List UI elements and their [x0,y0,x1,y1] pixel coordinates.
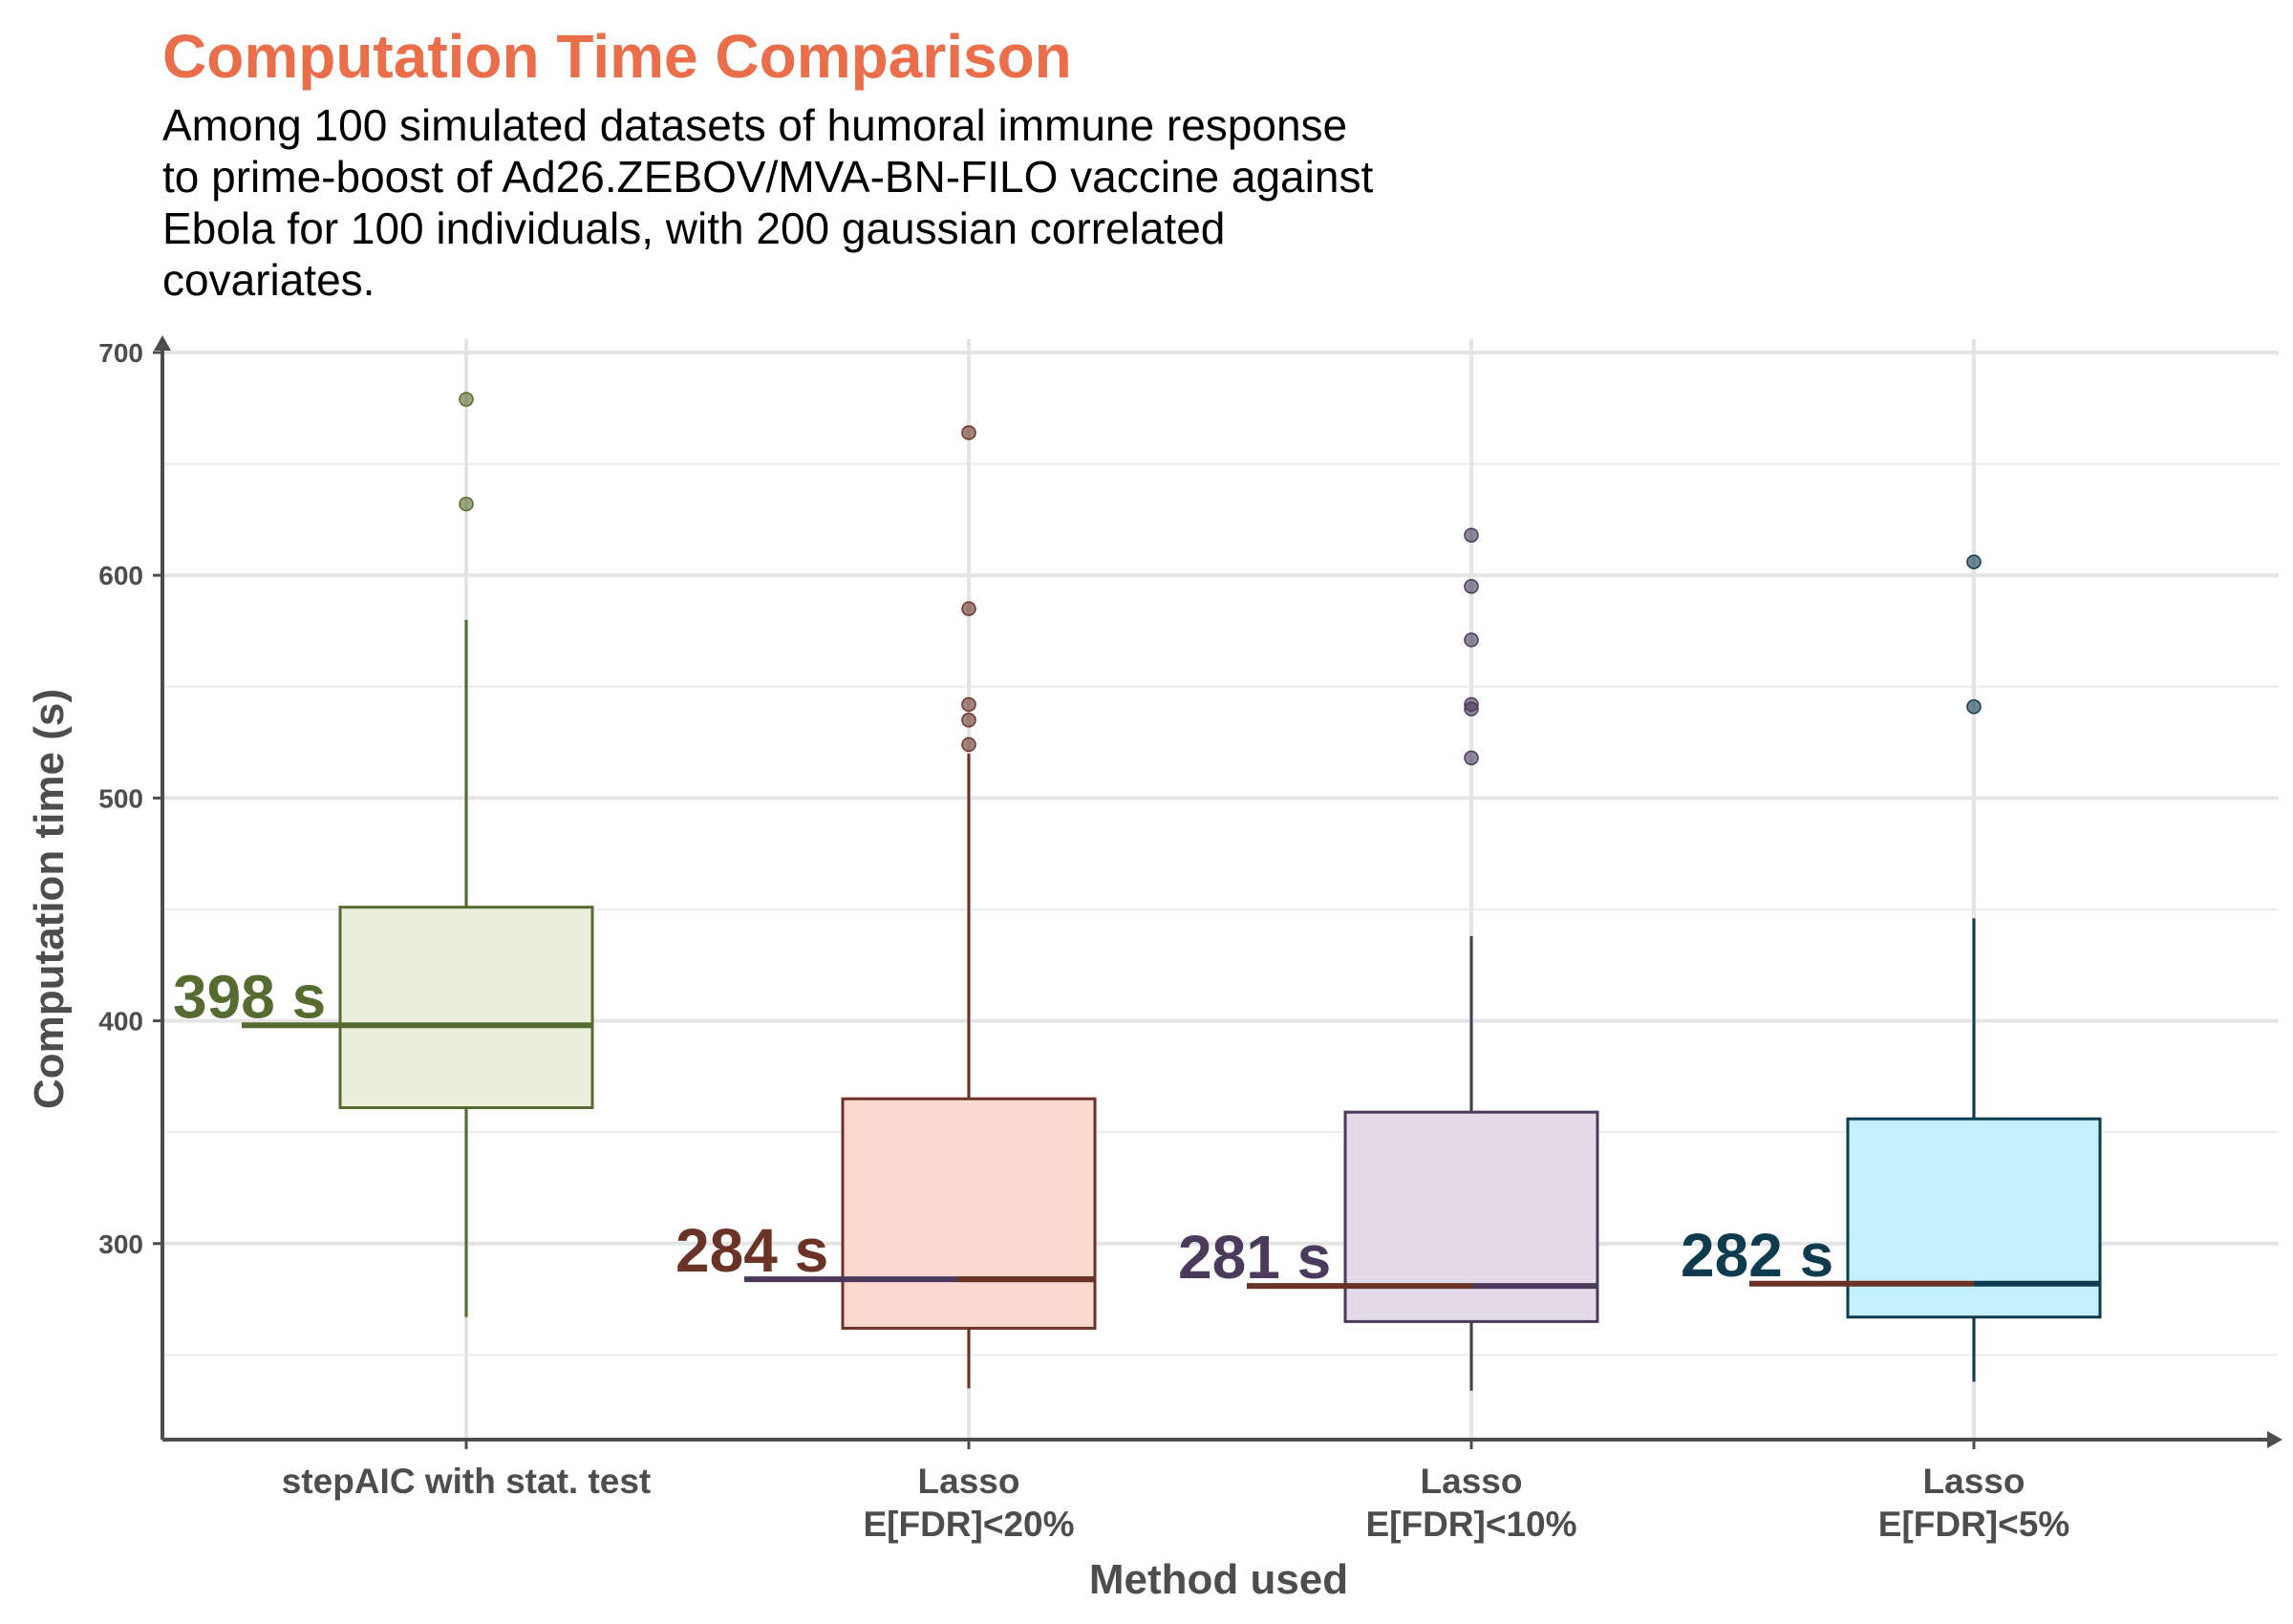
subtitle-line: Among 100 simulated datasets of humoral … [162,100,1348,150]
x-tick-label: Lasso [1923,1462,2025,1501]
x-tick-label: Lasso [1421,1462,1523,1501]
x-tick-label: E[FDR]<10% [1365,1505,1576,1544]
x-tick-label: E[FDR]<20% [863,1505,1074,1544]
outlier-point [961,425,976,440]
x-tick-label: E[FDR]<5% [1878,1505,2069,1544]
subtitle-line: to prime-boost of Ad26.ZEBOV/MVA-BN-FILO… [162,152,1374,202]
outlier-point [1464,701,1479,716]
y-axis-title: Computation time (s) [26,689,73,1109]
box-iqr [1846,1117,2102,1319]
y-axis-arrow-icon [154,335,171,351]
chart-subtitle: Among 100 simulated datasets of humoral … [162,99,1596,306]
box-group: 282 s [1681,554,2102,1382]
x-axis-title: Method used [1089,1556,1348,1603]
outlier-point [1966,554,1982,569]
chart-title: Computation Time Comparison [162,22,1072,91]
median-value-label: 281 s [1178,1223,1331,1292]
box-group: 284 s [675,425,1097,1389]
outlier-point [1464,579,1479,594]
box-group: 398 s [173,392,594,1317]
outlier-point [961,601,976,616]
subtitle-line: Ebola for 100 individuals, with 200 gaus… [162,203,1226,253]
outlier-point [961,713,976,728]
axes-layer: 300 400 500 600 700 Computation time (s) Metho… [26,335,2282,1603]
y-tick-label: 300 [98,1229,143,1259]
median-value-label: 282 s [1681,1221,1833,1290]
y-tick-label: 400 [98,1007,143,1036]
outlier-point [459,496,474,512]
y-tick-label: 500 [98,783,143,813]
outlier-point [961,696,976,713]
subtitle-line: covariates. [162,255,375,305]
outlier-point [459,392,474,407]
x-axis-arrow-icon [2267,1431,2282,1448]
box-iqr [1343,1110,1599,1323]
labels-layer: stepAIC with stat. test Lasso E[FDR]<20% La… [282,1462,2069,1544]
box-iqr [841,1097,1097,1330]
median-value-label: 398 s [173,962,326,1031]
subtitle-lines: Among 100 simulated datasets of humoral … [162,99,1596,306]
outlier-point [961,737,976,753]
outlier-point [1464,527,1479,543]
y-tick-label: 600 [98,561,143,590]
outlier-point [1966,699,1982,715]
box-iqr [338,906,594,1110]
x-tick-label: stepAIC with stat. test [282,1462,652,1501]
outlier-point [1464,632,1479,648]
y-tick-label: 700 [98,338,143,368]
outlier-point [1464,750,1479,766]
x-tick-label: Lasso [918,1462,1020,1501]
median-value-label: 284 s [675,1216,828,1285]
box-group: 281 s [1178,527,1599,1391]
boxes-layer: 398 s 284 s 281 s 282 s [173,392,2102,1391]
